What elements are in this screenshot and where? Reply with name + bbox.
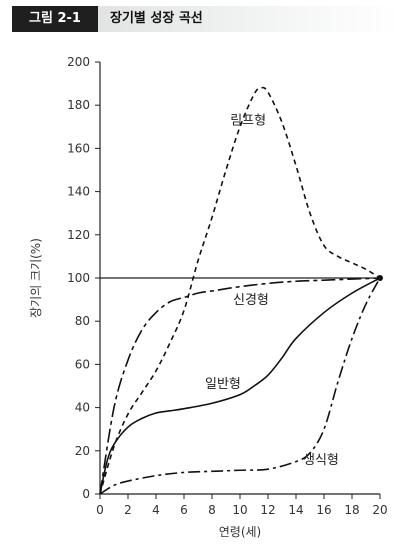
x-tick-label: 4	[152, 503, 160, 517]
y-tick-label: 180	[67, 98, 90, 112]
x-tick-label: 16	[316, 503, 331, 517]
y-tick-label: 120	[67, 228, 90, 242]
series-line-3	[99, 277, 381, 495]
series-line-4	[99, 277, 381, 495]
x-tick-label: 0	[96, 503, 104, 517]
series-label-1: 림프형	[230, 114, 266, 129]
series-label-2: 신경형	[233, 293, 269, 308]
x-tick-label: 6	[180, 503, 188, 517]
y-tick-label: 200	[67, 55, 90, 69]
y-tick-label: 60	[75, 357, 90, 371]
y-tick-label: 40	[75, 401, 90, 415]
figure-label: 그림 2-1	[12, 6, 98, 32]
x-tick-label: 2	[124, 503, 132, 517]
x-tick-label: 12	[260, 503, 275, 517]
series-line-2	[99, 277, 381, 495]
x-tick-label: 8	[208, 503, 216, 517]
series-group	[99, 86, 383, 495]
series-label-4: 생식형	[303, 453, 339, 468]
figure-title: 장기별 성장 곡선	[110, 11, 203, 26]
y-tick-label: 20	[75, 444, 90, 458]
series-line-1	[99, 86, 381, 495]
x-tick-label: 18	[344, 503, 359, 517]
y-tick-label: 80	[75, 314, 90, 328]
y-tick-label: 140	[67, 185, 90, 199]
x-tick-label: 10	[232, 503, 247, 517]
figure-header: 그림 2-1 장기별 성장 곡선	[12, 6, 400, 32]
figure-title-bar: 장기별 성장 곡선	[98, 6, 400, 32]
series-label-3: 일반형	[205, 377, 241, 392]
x-tick-label: 20	[372, 503, 387, 517]
y-tick-label: 0	[82, 487, 90, 501]
y-axis-label: 장기의 크기(%)	[29, 238, 43, 318]
tick-group: 0 2 4 6 8 10 12 14 16 18 2002040608010012014016018…	[67, 55, 388, 517]
x-tick-label: 14	[288, 503, 303, 517]
y-tick-label: 100	[67, 271, 90, 285]
y-tick-label: 160	[67, 141, 90, 155]
convergence-point	[377, 275, 383, 281]
x-axis-label: 연령(세)	[219, 525, 261, 539]
